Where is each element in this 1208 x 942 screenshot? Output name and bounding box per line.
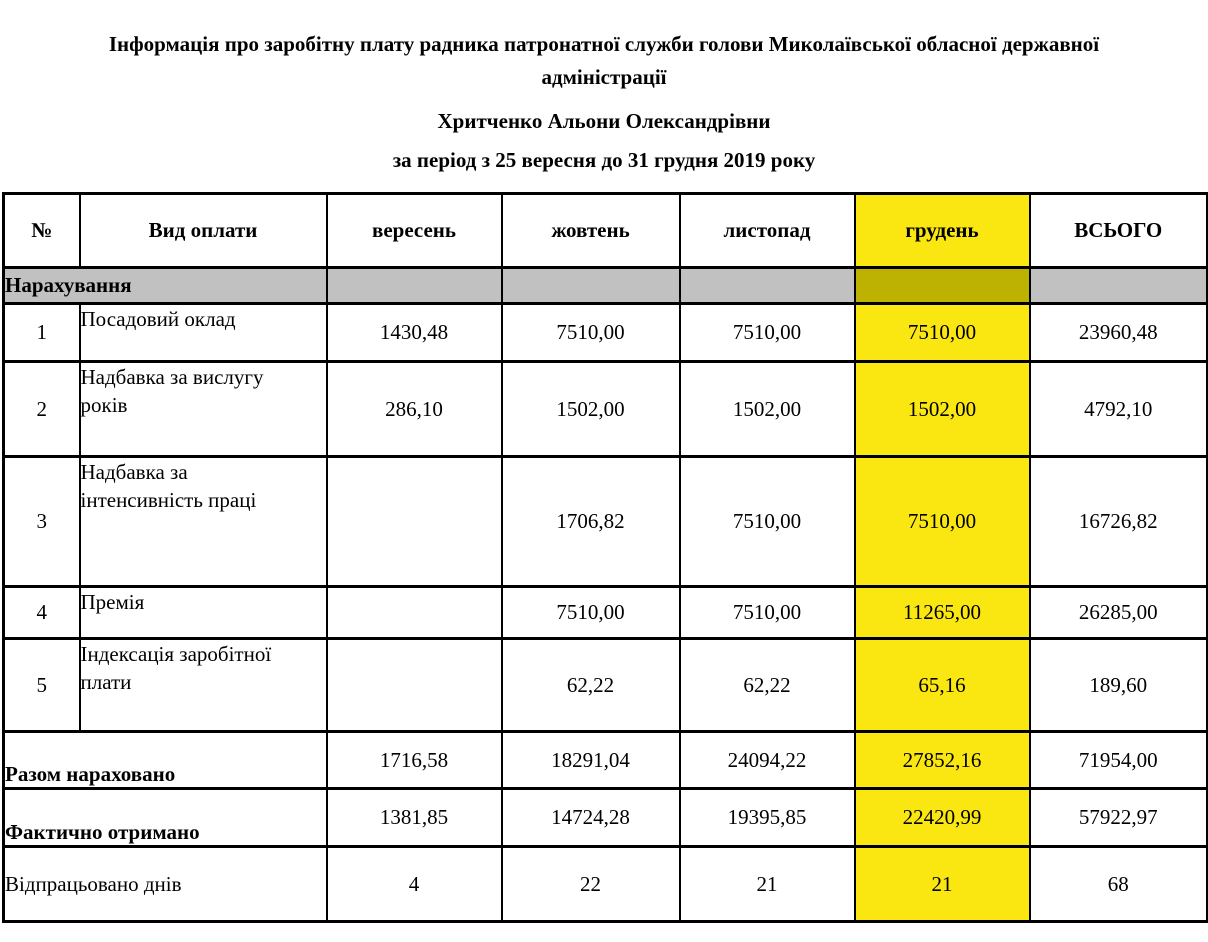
row4-number: 4 <box>2 585 81 641</box>
row2-october: 1502,00 <box>500 360 681 459</box>
actually-received-total: 57922,97 <box>1028 787 1208 849</box>
row3-number: 3 <box>2 455 81 589</box>
page-title: Інформація про заробітну плату радника п… <box>108 32 1100 89</box>
row1-december: 7510,00 <box>853 302 1031 364</box>
total-accrued-november: 24094,22 <box>678 730 856 791</box>
row3-october: 1706,82 <box>500 455 681 589</box>
row5-september <box>325 637 503 734</box>
row1-november: 7510,00 <box>678 302 856 364</box>
table-row: 4 Премія 7510,00 7510,00 11265,00 26285,… <box>2 585 1208 641</box>
actually-received-row: Фактично отримано 1381,85 14724,28 19395… <box>2 787 1208 849</box>
table-header-row: № Вид оплати вересень жовтень листопад г… <box>2 192 1208 270</box>
actually-received-september: 1381,85 <box>325 787 503 849</box>
row1-number: 1 <box>2 302 81 364</box>
section-cell-total <box>1028 266 1208 306</box>
total-accrued-december: 27852,16 <box>853 730 1031 791</box>
row3-total: 16726,82 <box>1028 455 1208 589</box>
salary-table: № Вид оплати вересень жовтень листопад г… <box>2 192 1208 924</box>
row2-september: 286,10 <box>325 360 503 459</box>
row4-november: 7510,00 <box>678 585 856 641</box>
row3-november: 7510,00 <box>678 455 856 589</box>
table-row: 3 Надбавка за інтенсивність праці 1706,8… <box>2 455 1208 589</box>
col-header-number: № <box>2 192 81 270</box>
col-header-october: жовтень <box>500 192 681 270</box>
days-worked-december: 21 <box>853 845 1031 924</box>
row3-december: 7510,00 <box>853 455 1031 589</box>
total-accrued-september: 1716,58 <box>325 730 503 791</box>
employee-name: Хритченко Альони Олександрівни <box>437 109 771 134</box>
row4-september <box>325 585 503 641</box>
days-worked-november: 21 <box>678 845 856 924</box>
row4-october: 7510,00 <box>500 585 681 641</box>
row1-september: 1430,48 <box>325 302 503 364</box>
row1-label: Посадовий оклад <box>78 302 328 364</box>
row2-november: 1502,00 <box>678 360 856 459</box>
row5-total: 189,60 <box>1028 637 1208 734</box>
report-period: за період з 25 вересня до 31 грудня 2019… <box>392 148 816 173</box>
title-block: Інформація про заробітну плату радника п… <box>0 0 1208 173</box>
total-accrued-october: 18291,04 <box>500 730 681 791</box>
row3-september <box>325 455 503 589</box>
col-header-november: листопад <box>678 192 856 270</box>
row4-december: 11265,00 <box>853 585 1031 641</box>
row1-october: 7510,00 <box>500 302 681 364</box>
actually-received-label: Фактично отримано <box>2 787 328 849</box>
total-accrued-total: 71954,00 <box>1028 730 1208 791</box>
row2-total: 4792,10 <box>1028 360 1208 459</box>
total-accrued-row: Разом нараховано 1716,58 18291,04 24094,… <box>2 730 1208 791</box>
row5-december: 65,16 <box>853 637 1031 734</box>
row5-october: 62,22 <box>500 637 681 734</box>
row5-label: Індексація заробітної плати <box>78 637 328 734</box>
row2-december: 1502,00 <box>853 360 1031 459</box>
actually-received-november: 19395,85 <box>678 787 856 849</box>
days-worked-label: Відпрацьовано днів <box>2 845 328 924</box>
days-worked-october: 22 <box>500 845 681 924</box>
row3-label: Надбавка за інтенсивність праці <box>78 455 328 589</box>
row1-total: 23960,48 <box>1028 302 1208 364</box>
row2-label: Надбавка за вислугу років <box>78 360 328 459</box>
row5-number: 5 <box>2 637 81 734</box>
days-worked-row: Відпрацьовано днів 4 22 21 21 68 <box>2 845 1208 924</box>
table-row: 5 Індексація заробітної плати 62,22 62,2… <box>2 637 1208 734</box>
col-header-december: грудень <box>853 192 1031 270</box>
row2-number: 2 <box>2 360 81 459</box>
actually-received-october: 14724,28 <box>500 787 681 849</box>
table-row: 1 Посадовий оклад 1430,48 7510,00 7510,0… <box>2 302 1208 364</box>
section-header-row: Нарахування <box>2 266 1208 306</box>
row5-november: 62,22 <box>678 637 856 734</box>
actually-received-december: 22420,99 <box>853 787 1031 849</box>
row4-total: 26285,00 <box>1028 585 1208 641</box>
days-worked-total: 68 <box>1028 845 1208 924</box>
section-header-label: Нарахування <box>2 266 328 306</box>
col-header-september: вересень <box>325 192 503 270</box>
col-header-total: ВСЬОГО <box>1028 192 1208 270</box>
table-row: 2 Надбавка за вислугу років 286,10 1502,… <box>2 360 1208 459</box>
section-cell-october <box>500 266 681 306</box>
section-cell-december <box>853 266 1031 306</box>
section-cell-september <box>325 266 503 306</box>
row4-label: Премія <box>78 585 328 641</box>
col-header-payment-type: Вид оплати <box>78 192 328 270</box>
total-accrued-label: Разом нараховано <box>2 730 328 791</box>
section-cell-november <box>678 266 856 306</box>
days-worked-september: 4 <box>325 845 503 924</box>
